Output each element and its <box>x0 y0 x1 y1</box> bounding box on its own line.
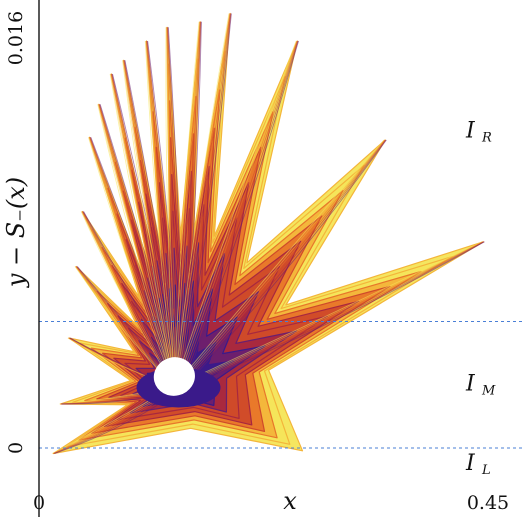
y-tick-label: 0.016 <box>5 11 27 65</box>
central-hole <box>153 357 195 396</box>
fan-strand <box>179 241 484 389</box>
fan-strand <box>165 27 175 387</box>
fan-strand <box>180 139 387 389</box>
y-axis-label: y − S₋(x) <box>2 177 30 288</box>
fan-strand <box>180 40 299 389</box>
fan-strand <box>175 13 230 387</box>
fan-strand <box>182 139 387 390</box>
fan-strand <box>178 13 231 388</box>
region-label-r: I <box>465 118 476 143</box>
fan-strand <box>174 241 483 387</box>
fan-strand <box>178 40 299 388</box>
fan-strand <box>123 60 179 388</box>
fan-strand <box>175 139 385 388</box>
fan-strand <box>177 139 386 388</box>
fan-strand <box>177 40 298 388</box>
fan-strand <box>144 40 175 387</box>
fan-strand <box>88 137 175 387</box>
fan-strand <box>145 40 177 387</box>
fan-strand <box>174 13 230 387</box>
fan-strand <box>145 40 179 388</box>
fan-strand <box>177 241 484 388</box>
fan-strand <box>97 104 175 387</box>
region-label-l: I <box>465 451 476 476</box>
fan-strand <box>182 40 299 389</box>
region-label-sub-l: L <box>481 463 491 478</box>
y-tick-label: 0 <box>5 442 27 454</box>
fan-strand <box>175 21 200 387</box>
fan-strand <box>122 60 177 387</box>
fan-strand <box>177 13 231 388</box>
fan-strand <box>174 21 200 387</box>
fan-strand <box>182 13 232 389</box>
x-axis-label: x <box>283 487 297 515</box>
fan-strand <box>174 40 297 387</box>
fan-strand <box>175 241 483 388</box>
fan-strand <box>89 137 180 388</box>
region-label-m: I <box>465 371 476 396</box>
reference-lines <box>39 320 525 449</box>
region-label-sub-r: R <box>481 130 492 145</box>
fan-strand <box>180 13 232 389</box>
fan-strand <box>146 40 180 388</box>
fan-strand <box>174 139 385 387</box>
fan-strand <box>109 73 175 387</box>
fan-strand <box>165 27 177 387</box>
fan-strand <box>97 104 177 387</box>
fan-strand <box>98 104 179 388</box>
x-tick-label: 0.45 <box>467 492 509 514</box>
fan-strand <box>178 139 386 389</box>
fan-strand <box>98 104 180 388</box>
axes: 0 0.45 x 0 0.016 y − S₋(x) <box>2 0 509 517</box>
region-labels: I RI MI L <box>465 118 496 478</box>
fan-strand <box>122 60 175 387</box>
fan-strand <box>182 241 485 390</box>
region-label-sub-m: M <box>481 383 496 398</box>
fan-strand <box>88 137 179 388</box>
fan-strand <box>175 40 298 387</box>
fan-strand <box>180 241 485 389</box>
fan-strand <box>88 137 177 387</box>
fan-strand <box>146 40 182 389</box>
x-tick-label: 0 <box>33 492 45 514</box>
